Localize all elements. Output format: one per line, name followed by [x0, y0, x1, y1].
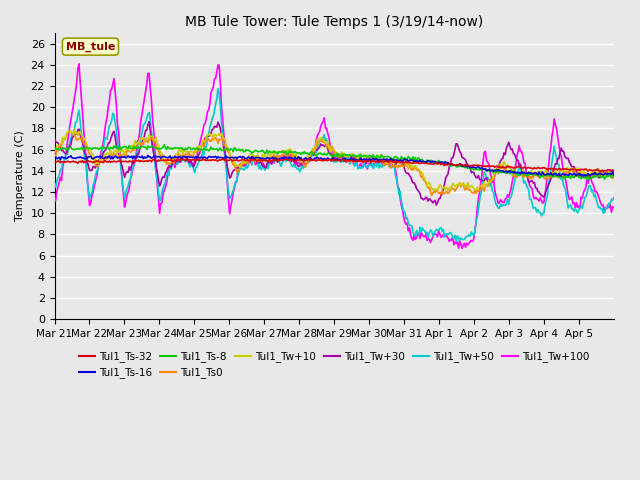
Legend: Tul1_Ts-32, Tul1_Ts-16, Tul1_Ts-8, Tul1_Ts0, Tul1_Tw+10, Tul1_Tw+30, Tul1_Tw+50,: Tul1_Ts-32, Tul1_Ts-16, Tul1_Ts-8, Tul1_…	[75, 347, 593, 383]
Title: MB Tule Tower: Tule Temps 1 (3/19/14-now): MB Tule Tower: Tule Temps 1 (3/19/14-now…	[185, 15, 483, 29]
Text: MB_tule: MB_tule	[66, 42, 115, 52]
Y-axis label: Temperature (C): Temperature (C)	[15, 131, 25, 221]
